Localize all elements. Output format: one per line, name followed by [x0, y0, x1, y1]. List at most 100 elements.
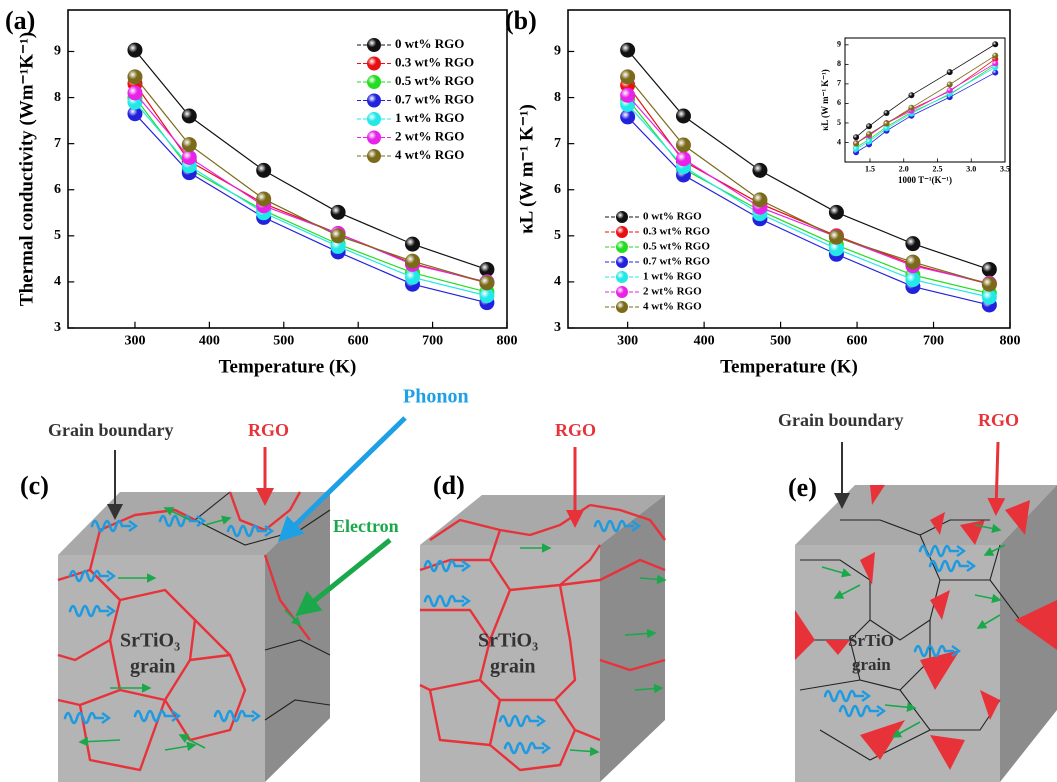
data-point — [828, 229, 844, 245]
x-axis-label: 1000 T⁻¹(K⁻¹) — [898, 175, 952, 185]
legend-marker — [616, 301, 628, 313]
data-point — [675, 137, 691, 153]
legend-label: 2 wt% RGO — [643, 286, 702, 298]
data-point — [127, 85, 143, 101]
data-point — [828, 241, 844, 257]
x-axis-label: Temperature (K) — [720, 356, 858, 377]
x-tick-label: 700 — [923, 334, 944, 349]
rgo-label: RGO — [978, 410, 1019, 430]
chart-0: 300 400 500 600 700 800 3 4 5 6 7 8 9 (a) Temperature … — [5, 6, 518, 377]
data-point — [479, 275, 495, 291]
x-tick-label: 700 — [422, 334, 443, 349]
legend-marker — [616, 271, 628, 283]
grain-word: grain — [490, 656, 536, 678]
y-tick-label: 6 — [54, 182, 61, 197]
phonon-label: Phonon — [403, 386, 469, 408]
data-point — [752, 162, 768, 178]
legend-label: 0.3 wt% RGO — [643, 226, 710, 238]
data-point — [181, 149, 197, 165]
x-tick-label: 1.5 — [865, 164, 875, 173]
series-line — [134, 113, 488, 304]
diagram-c: (c) Grain boundary RGO Phonon Electron S… — [20, 386, 469, 782]
series-line — [627, 98, 990, 295]
data-point — [946, 87, 953, 94]
data-point — [981, 261, 997, 277]
grain-word: grain — [130, 656, 176, 678]
data-point — [866, 131, 873, 138]
y-tick-label: 7 — [54, 136, 61, 151]
x-tick-label: 500 — [273, 334, 294, 349]
legend-label: 4 wt% RGO — [395, 147, 464, 162]
series-line — [627, 94, 990, 284]
data-point — [866, 138, 873, 145]
data-point — [330, 228, 346, 244]
data-point — [905, 272, 921, 288]
rgo-label: RGO — [248, 420, 289, 440]
grain-word: grain — [852, 655, 891, 674]
data-point — [620, 69, 636, 85]
data-point — [405, 236, 421, 252]
panel-label: (c) — [20, 471, 49, 500]
data-point — [675, 108, 691, 124]
legend-marker — [367, 93, 381, 108]
y-tick-label: 4 — [54, 274, 61, 289]
data-point — [883, 125, 890, 132]
data-point — [946, 81, 953, 88]
legend-marker — [616, 241, 628, 253]
data-point — [479, 288, 495, 304]
data-point — [181, 108, 197, 124]
plot-frame — [67, 9, 508, 329]
y-axis-label: Thermal conductivity (Wm⁻¹K⁻¹) — [16, 32, 37, 306]
data-point — [675, 151, 691, 167]
legend-marker — [367, 149, 381, 163]
legend-label: 0.5 wt% RGO — [395, 73, 474, 88]
series-line — [627, 76, 990, 285]
data-point — [127, 106, 143, 122]
legend-label: 0.7 wt% RGO — [395, 91, 474, 106]
series-line — [627, 49, 990, 271]
data-point — [620, 109, 636, 125]
legend-marker — [367, 56, 381, 71]
rgo-label: RGO — [555, 420, 596, 440]
series-line — [134, 49, 488, 271]
y-tick-label: 5 — [837, 118, 841, 127]
y-tick-label: 7 — [837, 79, 841, 88]
grain-material: SrTiO₃ — [478, 630, 538, 652]
x-tick-label: 500 — [770, 334, 791, 349]
data-point — [479, 261, 495, 277]
y-tick-label: 3 — [554, 320, 561, 335]
legend-marker — [367, 38, 381, 52]
diagram-e: (e) Grain boundary RGO SrTiO grain — [778, 410, 1057, 782]
data-point — [853, 134, 860, 141]
y-tick-label: 8 — [54, 90, 61, 105]
series-line — [134, 76, 488, 284]
legend-marker — [616, 226, 628, 238]
data-point — [992, 41, 999, 48]
legend-label: 0 wt% RGO — [643, 211, 702, 223]
legend-label: 0.3 wt% RGO — [395, 54, 474, 69]
series-line — [627, 104, 990, 298]
legend-label: 4 wt% RGO — [643, 301, 702, 313]
data-point — [620, 87, 636, 103]
chart-title: (a) — [5, 6, 35, 35]
diagram-d: (d) RGO SrTiO₃ grain — [419, 420, 667, 782]
panel-label: (e) — [788, 473, 817, 502]
data-point — [905, 254, 921, 270]
legend-label: 1 wt% RGO — [643, 271, 702, 283]
y-tick-label: 9 — [554, 44, 561, 59]
grain-material: SrTiO — [848, 631, 894, 650]
y-tick-label: 5 — [554, 228, 561, 243]
x-tick-label: 3.0 — [966, 164, 976, 173]
y-tick-label: 6 — [554, 182, 561, 197]
legend-label: 2 wt% RGO — [395, 128, 464, 143]
y-tick-label: 3 — [54, 320, 61, 335]
panel-label: (d) — [433, 471, 465, 500]
data-point — [992, 60, 999, 67]
x-tick-label: 600 — [847, 334, 868, 349]
data-point — [405, 269, 421, 285]
y-tick-label: 5 — [54, 228, 61, 243]
x-tick-label: 800 — [497, 334, 518, 349]
data-point — [992, 69, 999, 76]
y-tick-label: 8 — [554, 90, 561, 105]
